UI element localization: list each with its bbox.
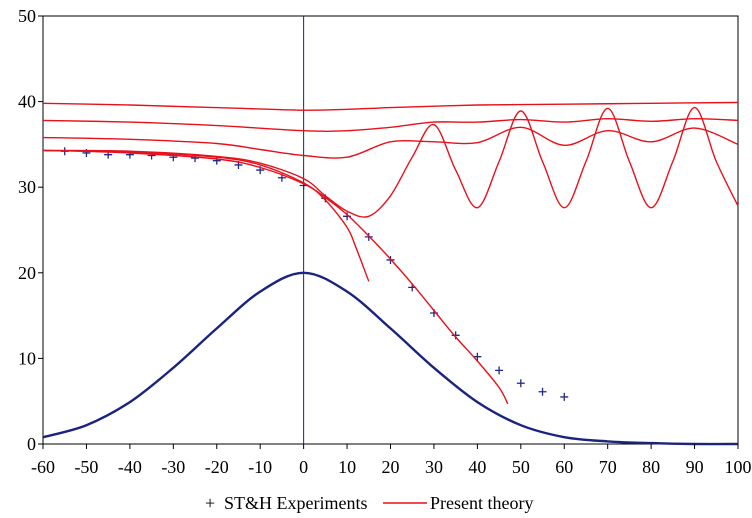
y-tick-label: 0 [27,434,36,454]
y-tick-label: 20 [18,263,36,283]
x-tick-label: 100 [725,457,752,477]
x-axis: -60 -50 -40 -30 -20 -10 0 10 20 30 40 50 60 70 80 90 100 [31,444,752,477]
legend: + ST&H Experiments Present theory [205,493,533,513]
series-layer [42,101,739,446]
plot-frame [42,15,739,445]
x-tick-label: -10 [248,457,272,477]
experiment-point [495,366,504,375]
profile-curve [42,271,739,446]
y-tick-label: 10 [18,348,36,368]
theory-curve-3 [42,106,739,218]
x-tick-label: 30 [425,457,443,477]
x-tick-label: 60 [555,457,573,477]
y-tick-label: 50 [18,6,36,26]
x-tick-label: 90 [686,457,704,477]
x-tick-label: -40 [118,457,142,477]
x-tick-label: 80 [642,457,660,477]
experiment-point [560,392,569,401]
x-tick-label: -50 [74,457,98,477]
x-tick-label: 70 [599,457,617,477]
x-tick-label: 50 [512,457,530,477]
experiment-point [473,352,482,361]
legend-experiments-label: ST&H Experiments [224,493,367,513]
theory-curve-5 [42,117,739,132]
experiment-point [451,331,460,340]
theory-curve-1 [42,149,509,405]
experiment-point [212,156,221,165]
theory-curve-6 [42,101,739,111]
x-tick-label: -30 [161,457,185,477]
x-tick-label: 10 [338,457,356,477]
theory-curve-2 [42,149,370,282]
y-tick-label: 40 [18,92,36,112]
legend-experiments-marker: + [205,493,215,513]
x-tick-label: 40 [468,457,486,477]
x-tick-label: -20 [205,457,229,477]
experiment-point [516,379,525,388]
x-tick-label: 0 [299,457,308,477]
theory-curve-4 [42,126,739,159]
x-tick-label: 20 [382,457,400,477]
legend-theory-label: Present theory [430,493,533,513]
y-axis: 0 10 20 30 40 50 [18,6,43,454]
y-tick-label: 30 [18,177,36,197]
x-tick-label: -60 [31,457,55,477]
experiment-point [538,387,547,396]
plot-area [42,15,739,445]
